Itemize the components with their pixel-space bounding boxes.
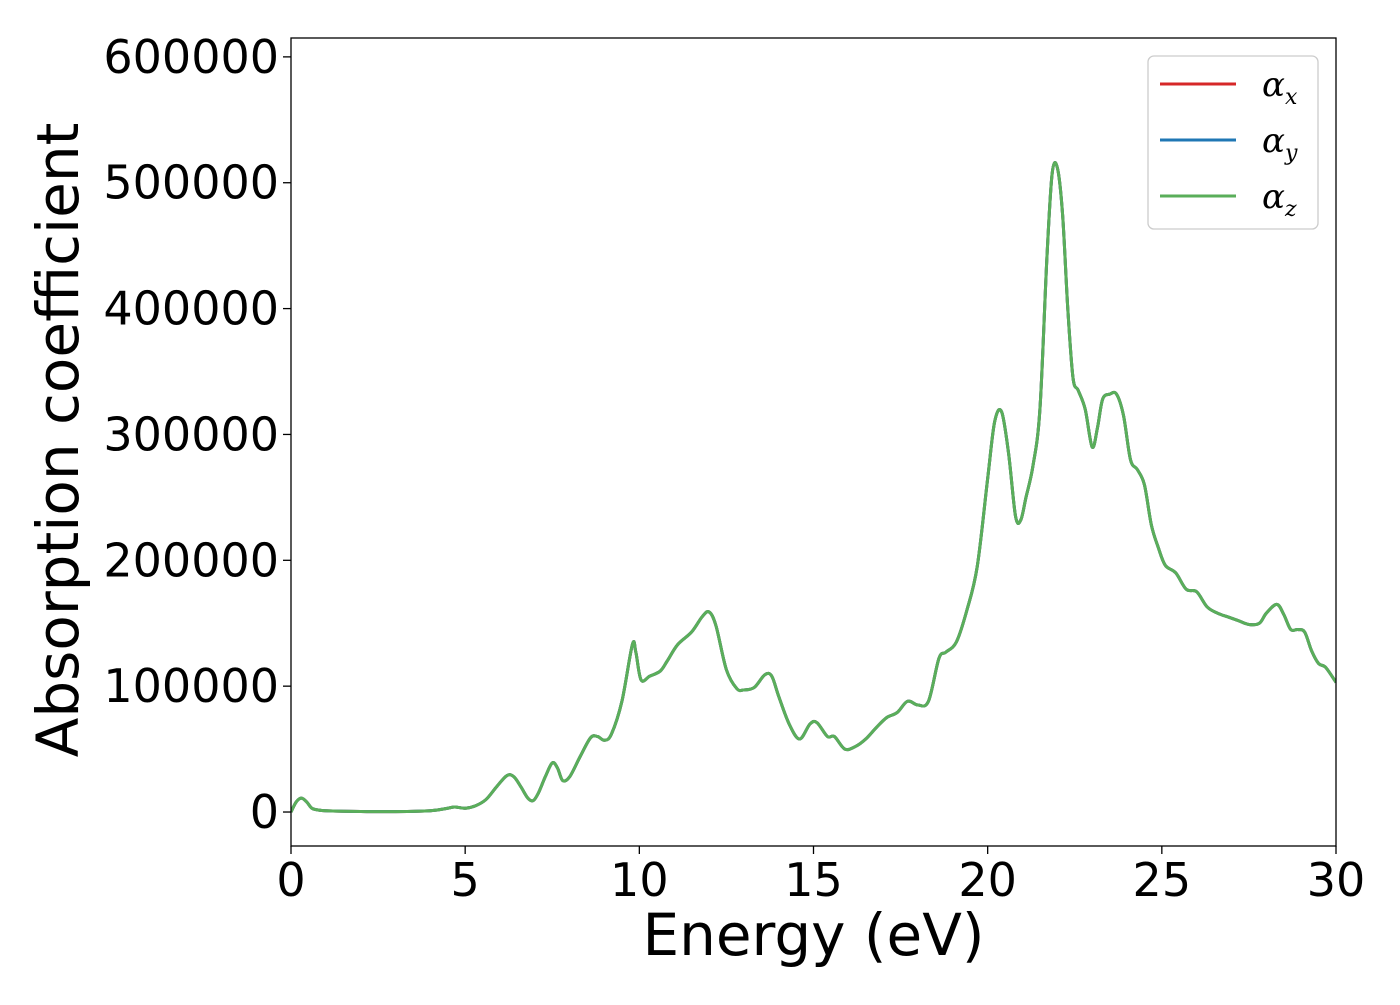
y-tick-label: 0	[250, 785, 279, 839]
x-tick-label: 0	[276, 853, 305, 907]
y-tick-label: 200000	[103, 533, 279, 587]
y-axis-ticks: 0 100000 200000 300000 400000 500000 600000	[103, 30, 291, 839]
legend-label-alpha-y: αy	[1262, 121, 1298, 166]
y-tick-label: 400000	[103, 282, 279, 336]
y-tick-label: 100000	[103, 659, 279, 713]
legend: αx αy αz	[1147, 55, 1319, 230]
x-tick-label: 20	[958, 853, 1017, 907]
series-line-alpha-x	[291, 161, 1336, 814]
x-tick-label: 15	[784, 853, 843, 907]
x-tick-label: 10	[610, 853, 669, 907]
legend-label-alpha-z: αz	[1262, 177, 1297, 222]
y-tick-label: 500000	[103, 156, 279, 210]
x-tick-label: 5	[451, 853, 480, 907]
x-axis-label: Energy (eV)	[642, 901, 984, 969]
y-axis-label: Absorption coefficient	[24, 123, 92, 758]
x-tick-label: 30	[1307, 853, 1366, 907]
x-axis-ticks: 0 5 10 15 20 25 30	[276, 846, 1365, 907]
series-line-alpha-z	[291, 161, 1336, 814]
y-tick-label: 300000	[103, 407, 279, 461]
plot-area	[291, 161, 1336, 814]
legend-label-alpha-x: αx	[1262, 65, 1298, 110]
y-tick-label: 600000	[103, 30, 279, 84]
x-tick-label: 25	[1133, 853, 1192, 907]
series-line-alpha-y	[291, 161, 1336, 814]
legend-box	[1147, 55, 1319, 230]
